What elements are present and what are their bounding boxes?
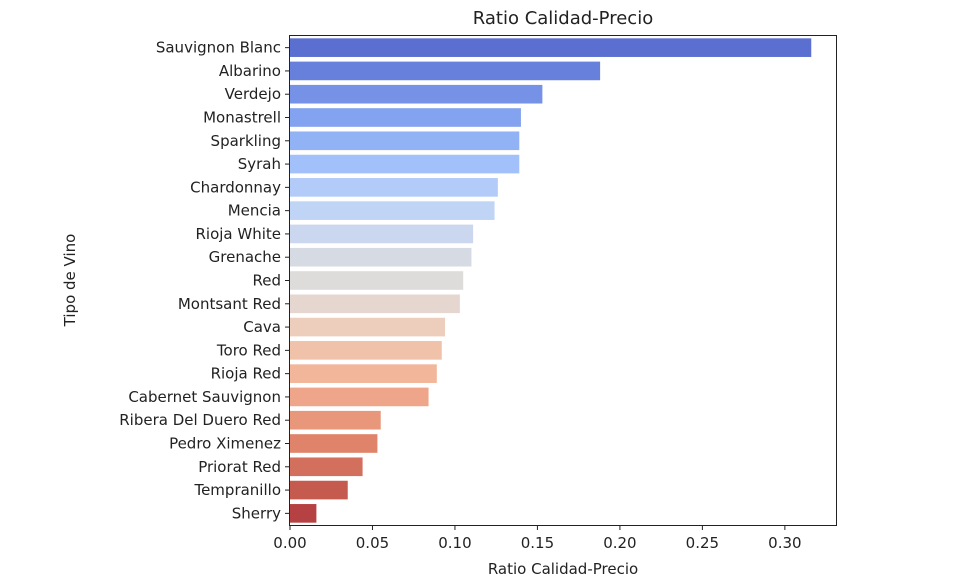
bar-priorat-red: [290, 457, 363, 477]
bar-pedro-ximenez: [290, 434, 378, 453]
x-tick-label: 0.25: [686, 534, 719, 552]
y-tick-label: Chardonnay: [190, 178, 281, 196]
bar-sparkling: [290, 131, 520, 151]
chart-title: Ratio Calidad-Precio: [473, 8, 653, 29]
bar-syrah: [290, 154, 520, 174]
y-axis-title: Tipo de Vino: [61, 234, 79, 328]
y-tick-label: Pedro Ximenez: [169, 435, 281, 453]
bar-verdejo: [290, 84, 543, 104]
x-axis-title: Ratio Calidad-Precio: [488, 560, 638, 578]
y-tick-label: Toro Red: [216, 341, 281, 359]
y-tick-label: Syrah: [238, 155, 281, 173]
bar-cava: [290, 317, 446, 337]
bar-rioja-red: [290, 364, 437, 383]
bar-grenache: [290, 247, 472, 267]
y-tick-label: Sauvignon Blanc: [156, 39, 281, 57]
bars: [290, 38, 812, 523]
plot-frame: [289, 35, 837, 526]
y-tick-label: Tempranillo: [193, 481, 281, 499]
y-tick-labels: Sauvignon Blanc Albarino Verdejo Monastrell…: [119, 39, 290, 522]
y-tick-label: Priorat Red: [198, 458, 281, 476]
bar-cabernet-sauvignon: [290, 387, 429, 407]
y-tick-label: Montsant Red: [178, 295, 281, 313]
y-tick-label: Verdejo: [225, 85, 281, 103]
bar-monastrell: [290, 108, 521, 127]
y-tick-label: Rioja White: [195, 225, 281, 243]
bar-sauvignon-blanc: [290, 38, 812, 57]
y-tick-label: Mencia: [228, 202, 281, 220]
x-tick-label: 0.10: [438, 534, 471, 552]
bar-chardonnay: [290, 178, 498, 197]
bar-ribera-del-duero-red: [290, 410, 381, 430]
bar-montsant-red: [290, 294, 460, 314]
bar-red: [290, 271, 464, 290]
bar-albarino: [290, 61, 601, 81]
x-tick-label: 0.05: [356, 534, 389, 552]
y-tick-label: Albarino: [219, 62, 281, 80]
y-tick-label: Grenache: [209, 248, 281, 266]
bar-sherry: [290, 504, 317, 523]
y-tick-label: Cabernet Sauvignon: [128, 388, 281, 406]
y-tick-label: Rioja Red: [211, 365, 281, 383]
x-tick-label: 0.30: [768, 534, 801, 552]
y-tick-label: Sparkling: [211, 132, 281, 150]
y-tick-label: Sherry: [232, 504, 281, 522]
x-ticks: 0.00 0.05 0.10 0.15 0.20 0.25 0.30: [273, 525, 802, 552]
x-tick-label: 0.00: [273, 534, 306, 552]
bar-tempranillo: [290, 480, 348, 500]
x-tick-label: 0.20: [603, 534, 636, 552]
y-tick-label: Cava: [243, 318, 281, 336]
bar-mencia: [290, 201, 495, 220]
y-tick-label: Red: [253, 272, 282, 290]
x-tick-label: 0.15: [521, 534, 554, 552]
y-tick-label: Ribera Del Duero Red: [119, 411, 281, 429]
y-tick-label: Monastrell: [203, 109, 281, 127]
bar-rioja-white: [290, 224, 474, 244]
bar-toro-red: [290, 341, 442, 360]
